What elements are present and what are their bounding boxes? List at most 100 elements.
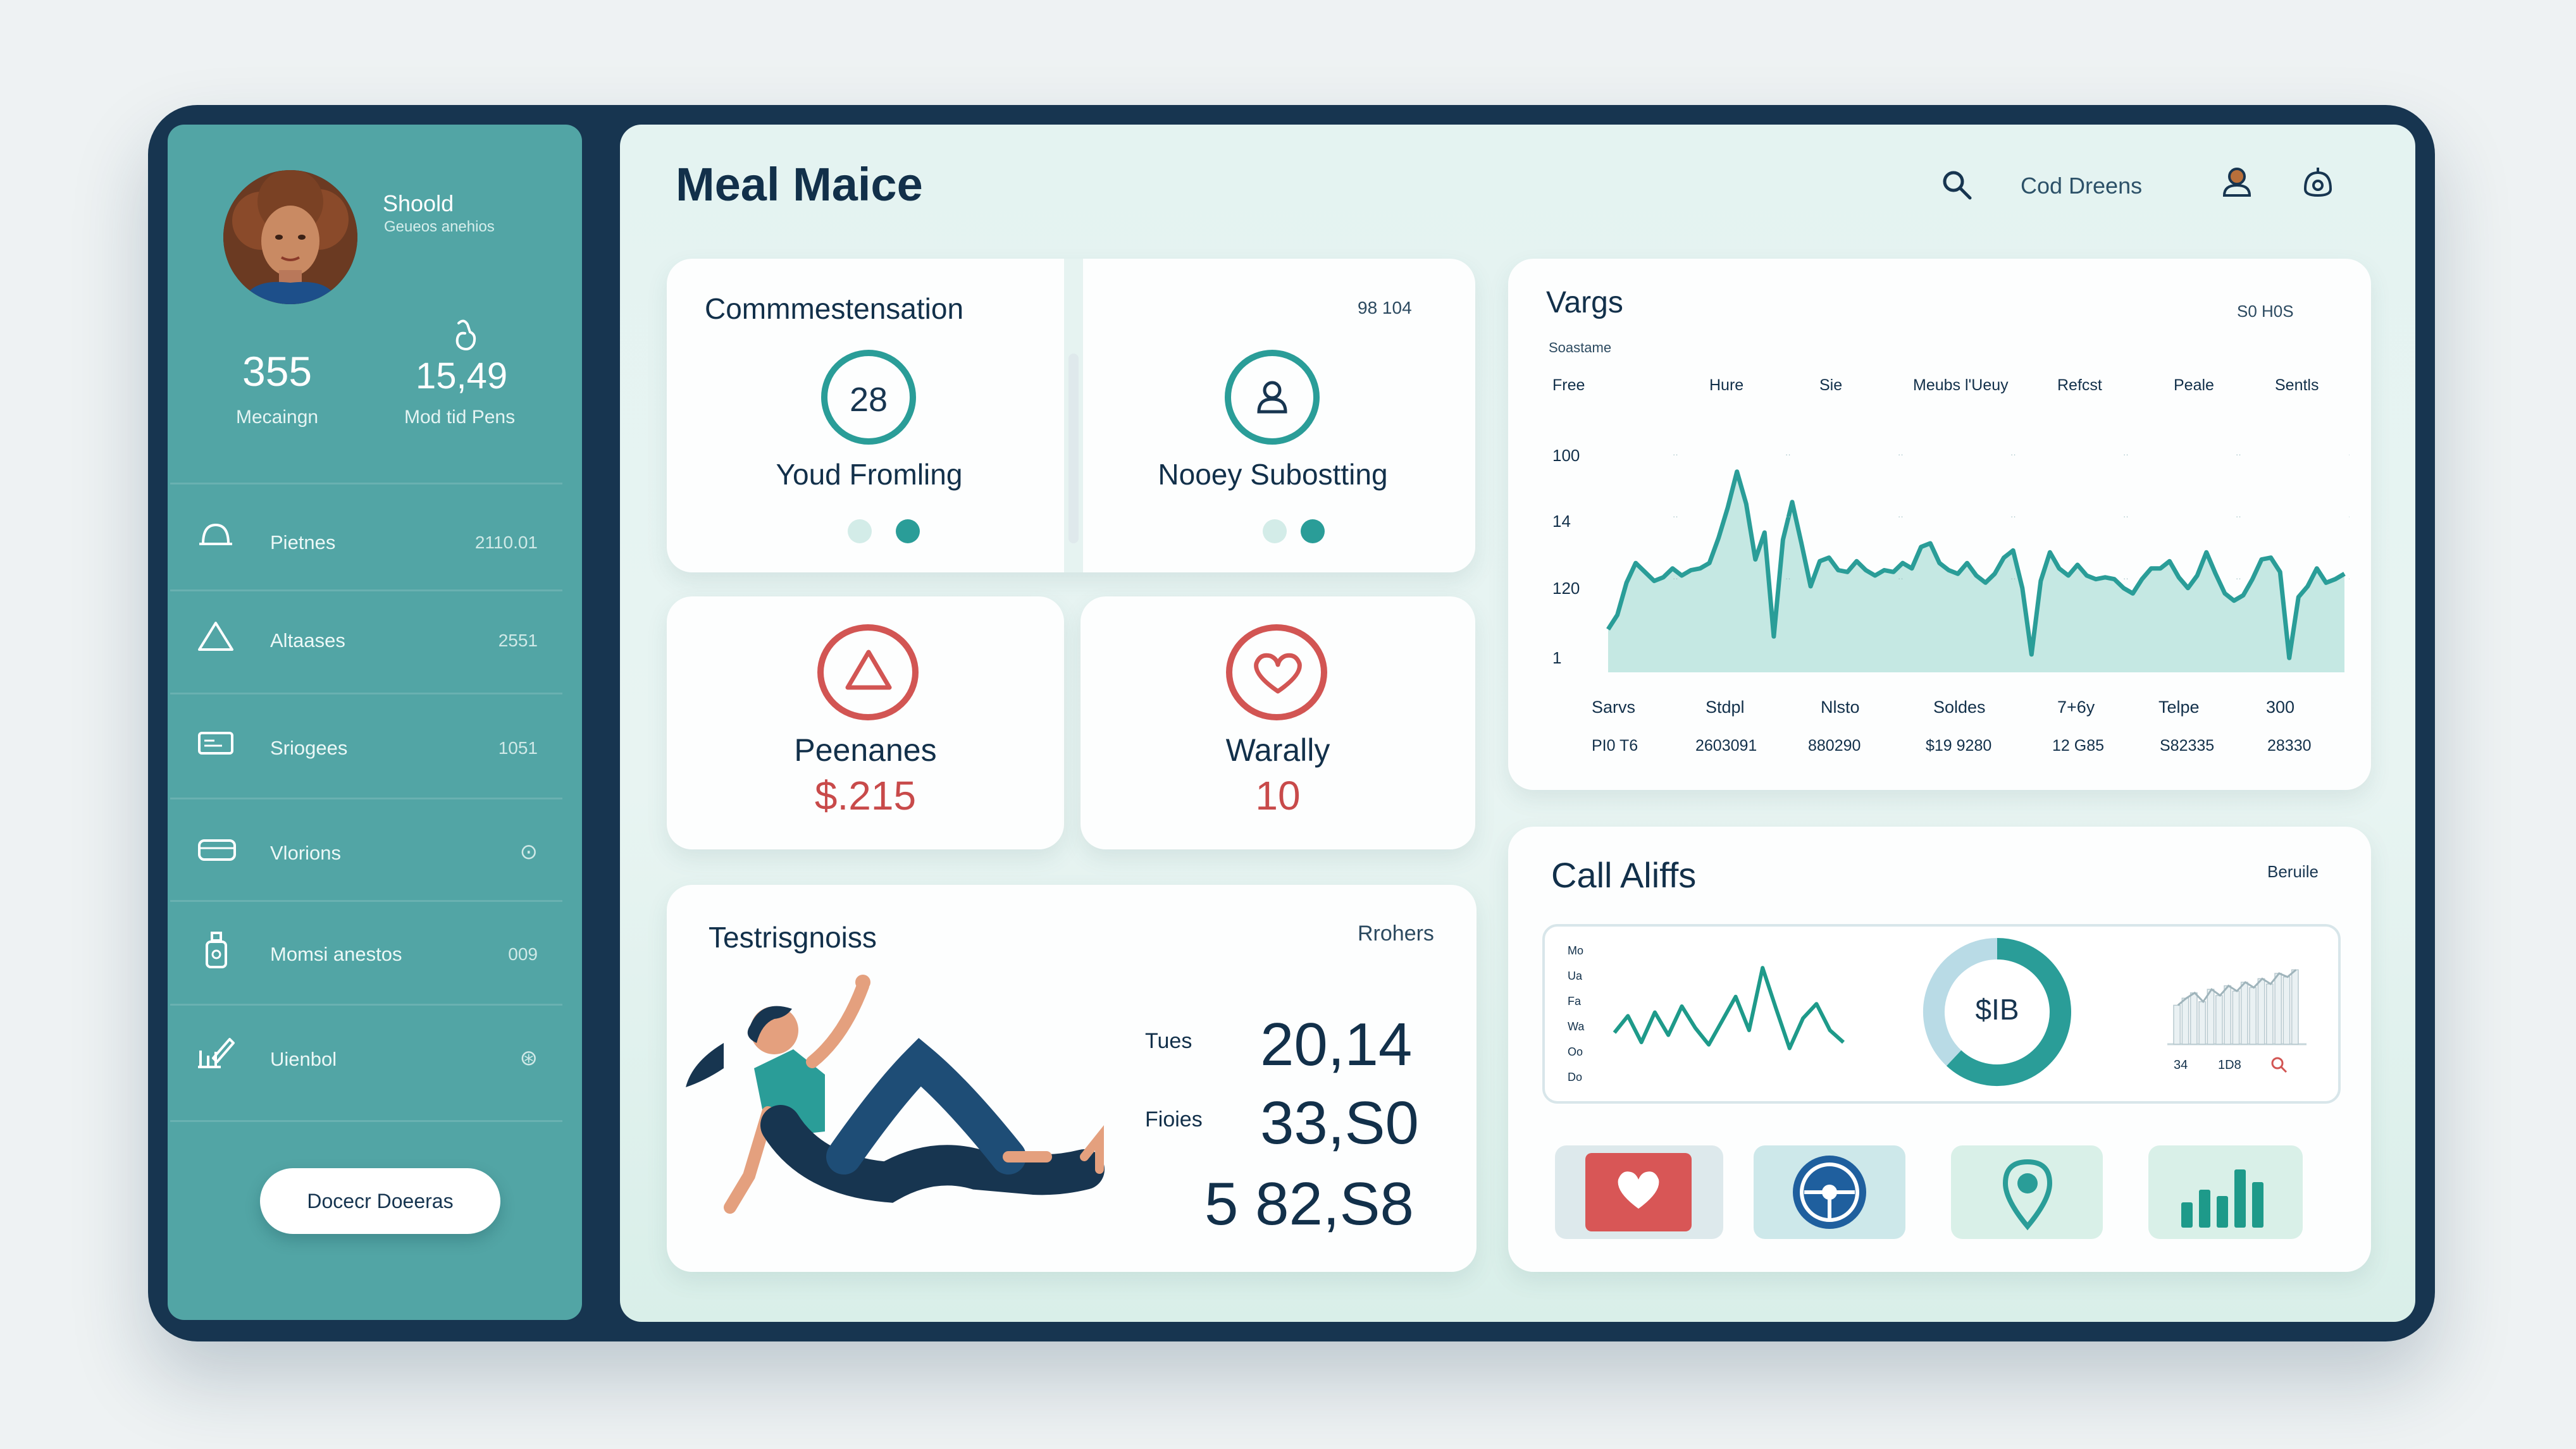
sidebar-primary-button[interactable]: Docecr Doeeras: [260, 1168, 500, 1234]
avatar[interactable]: [223, 170, 357, 304]
y-tick-label: Do: [1568, 1071, 1583, 1083]
peenanes-card[interactable]: Peenanes $.215: [667, 596, 1064, 849]
divider: [170, 900, 562, 902]
grid-tick: ··: [2010, 450, 2016, 459]
card-meta: Rrohers: [1358, 922, 1434, 946]
peenanes-value: $.215: [814, 773, 917, 818]
donut-slice: [1923, 938, 1998, 1066]
hand-icon: [455, 319, 476, 350]
line-series: [1613, 966, 1845, 1051]
donut-center-label: $IB: [1975, 993, 2019, 1026]
divider: [170, 1004, 562, 1006]
compensation-left-label: Youd Fromling: [776, 458, 963, 491]
vargs-area-chart: ·· ·· ·· ·· ·· ·· ·· ·· ·· ·· ·· ·· ·· ·· ·· ·· ·· ·· ·· ··…: [1606, 450, 2350, 672]
footer-label: 300: [2266, 698, 2295, 717]
card-meta: 98 104: [1358, 298, 1412, 318]
footer-label: Soldes: [1933, 698, 1986, 717]
y-tick-label: 120: [1552, 579, 1580, 598]
warally-card[interactable]: Warally 10: [1081, 596, 1475, 849]
main-panel: Meal Maice Cod Dreens Commmestensation 9…: [620, 125, 2415, 1322]
grid-tick: ··: [2236, 450, 2241, 459]
pager-dot-active[interactable]: [896, 519, 920, 543]
card-meta: S0 H0S: [2237, 302, 2294, 321]
sidebar-item-uienbol[interactable]: Uienbol ⊛: [168, 1008, 582, 1102]
grid-tick: ··: [2010, 574, 2016, 583]
warally-value: 10: [1255, 773, 1301, 818]
sidebar-item-momsi-anestos[interactable]: Momsi anestos 009: [168, 904, 582, 999]
grid-tick: ··: [1898, 574, 1904, 583]
header-search-label[interactable]: Cod Dreens: [2021, 173, 2143, 199]
person-icon: [1257, 381, 1287, 414]
compensation-right-ring: [1225, 350, 1320, 445]
location-pin-icon: [2002, 1159, 2053, 1231]
steering-tile[interactable]: [1754, 1145, 1905, 1239]
call-aliffs-card[interactable]: Call Aliffs Beruile Mo Ua Fa Wa Oo Do $I…: [1508, 827, 2371, 1272]
bar: [2240, 982, 2248, 1045]
sidebar-item-value: ⊙: [519, 840, 538, 864]
calls-donut-chart: [1923, 938, 2071, 1086]
heart-icon: [1254, 653, 1302, 694]
divider: [170, 798, 562, 799]
location-tile[interactable]: [1951, 1145, 2103, 1239]
bar: [2232, 990, 2240, 1045]
grid-tick: ··: [2236, 574, 2241, 583]
warally-ring: [1226, 624, 1327, 720]
settings-icon[interactable]: [2299, 164, 2337, 202]
pager-dot[interactable]: [1263, 519, 1287, 543]
compensation-card[interactable]: Commmestensation 98 104 28 Youd Fromling…: [667, 259, 1475, 572]
pager-dot-active[interactable]: [1301, 519, 1325, 543]
vargs-chart-card[interactable]: Vargs Soastame S0 H0S Free Hure Sie Meub…: [1508, 259, 2371, 790]
sidebar-item-value: 009: [508, 944, 538, 964]
warally-label: Warally: [1225, 732, 1330, 768]
footer-value: 12 G85: [2052, 737, 2105, 755]
footer-value: 28330: [2267, 737, 2312, 755]
divider: [170, 693, 562, 694]
calls-line-chart: [1613, 966, 1845, 1051]
search-icon[interactable]: [1940, 168, 1975, 203]
heart-tile[interactable]: [1555, 1145, 1723, 1239]
y-tick-label: Mo: [1568, 944, 1584, 957]
sidebar-item-sriogees[interactable]: Sriogees 1051: [168, 698, 582, 792]
donut-slice: [1946, 938, 2071, 1086]
card-meta: Beruile: [2267, 862, 2319, 881]
grid-tick: ··: [1673, 512, 1678, 521]
bar: [2215, 995, 2223, 1045]
footer-value: PI0 T6: [1592, 737, 1638, 755]
divider: [170, 483, 562, 484]
footer-label: Telpe: [2158, 698, 2200, 717]
col-label: Peale: [2174, 376, 2214, 394]
sidebar-item-vlorions[interactable]: Vlorions ⊙: [168, 803, 582, 897]
bar-chart-icon: [2181, 1169, 2263, 1228]
col-label: Hure: [1709, 376, 1744, 394]
stat-row-value: 33,S0: [1260, 1089, 1419, 1157]
user-icon[interactable]: [2219, 164, 2255, 202]
sidebar-item-value: 2110.01: [474, 533, 538, 552]
y-tick-label: Ua: [1568, 970, 1583, 982]
col-label: Sentls: [2275, 376, 2319, 394]
sidebar-item-value: ⊛: [519, 1046, 538, 1070]
pager-dot[interactable]: [848, 519, 872, 543]
sidebar-item-label: Uienbol: [270, 1048, 337, 1070]
footer-label: Sarvs: [1592, 698, 1636, 717]
grid-tick: ··: [2123, 512, 2129, 521]
grid-tick: ··: [2123, 574, 2129, 583]
bar: [2207, 989, 2215, 1045]
barchart-tile[interactable]: [2148, 1145, 2303, 1239]
sidebar-item-altaases[interactable]: Altaases 2551: [168, 593, 582, 688]
wallet-icon: [198, 839, 236, 861]
sidebar-item-pietnes[interactable]: Pietnes 2110.01: [168, 495, 582, 589]
stat-row-value: 5 82,S8: [1204, 1170, 1414, 1238]
grid-tick: ··: [2123, 450, 2129, 459]
col-label: Free: [1552, 376, 1585, 394]
sidebar-item-label: Momsi anestos: [270, 943, 402, 965]
stat-value-2: 15,49: [416, 355, 508, 397]
y-tick-label: 1: [1552, 648, 1562, 667]
footer-value: 880290: [1808, 737, 1861, 755]
stat-row-value: 20,14: [1260, 1011, 1413, 1078]
testrisgnoiss-card[interactable]: Testrisgnoiss Rrohers Tues 20,14 Fioies …: [667, 885, 1477, 1272]
magnifier-icon[interactable]: [2270, 1056, 2289, 1075]
profile-name: Shoold: [383, 190, 454, 216]
bar: [2274, 973, 2282, 1045]
col-label: Sie: [1819, 376, 1843, 394]
grid-tick: ··: [1898, 450, 1904, 459]
